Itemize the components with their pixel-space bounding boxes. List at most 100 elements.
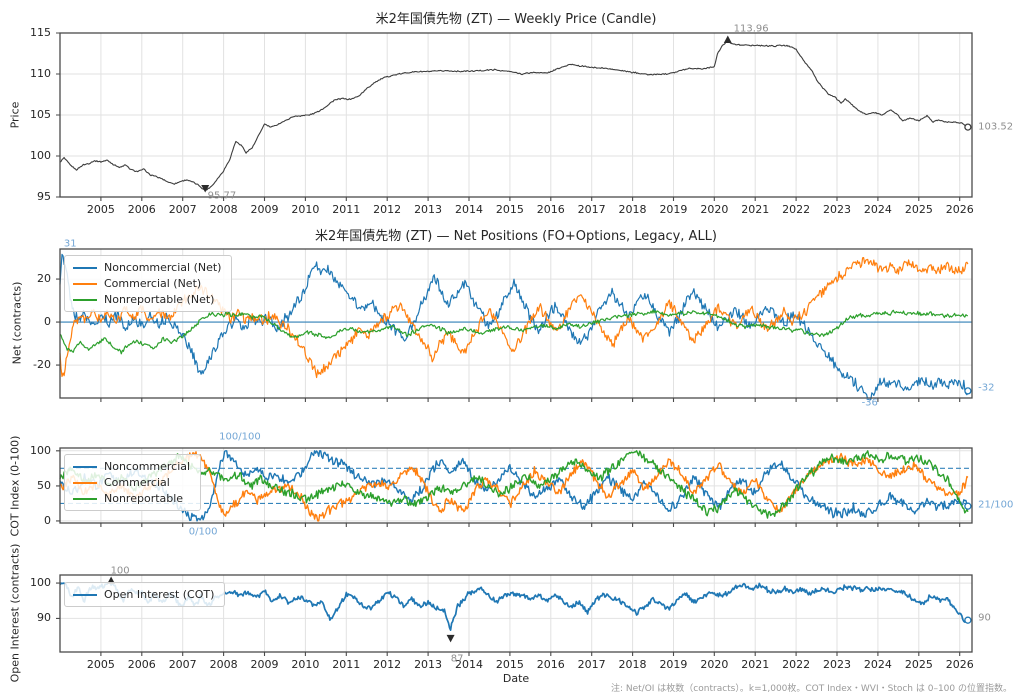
x-tick-label: 2010 bbox=[291, 203, 320, 216]
tick-marks bbox=[56, 32, 961, 201]
oi-annotation-100: 100 bbox=[110, 565, 130, 577]
x-tick-label: 2010 bbox=[291, 658, 320, 671]
x-tick-label: 2022 bbox=[782, 203, 811, 216]
net-last-value-marker bbox=[964, 387, 972, 395]
cot-legend: Noncommercial Commercial Nonreportable bbox=[64, 454, 202, 511]
cot-axes-border bbox=[59, 447, 973, 524]
net-annotation-32: -32 bbox=[978, 382, 995, 394]
x-tick-label: 2011 bbox=[332, 658, 361, 671]
x-tick-label: 2006 bbox=[127, 658, 156, 671]
legend-line-swatch bbox=[73, 266, 97, 269]
x-tick-label: 2009 bbox=[250, 658, 279, 671]
y-tick-label: 100 bbox=[30, 443, 51, 457]
x-tick-label: 2022 bbox=[782, 658, 811, 671]
legend-line-swatch bbox=[73, 465, 97, 468]
x-tick-label: 2008 bbox=[209, 658, 238, 671]
legend-line-swatch bbox=[73, 298, 97, 301]
oi-last-value-marker bbox=[964, 616, 972, 624]
y-tick-label: 100 bbox=[30, 149, 51, 162]
legend-item-nonreportable: Nonreportable bbox=[73, 492, 190, 505]
y-tick-label: 0 bbox=[44, 315, 51, 329]
legend-item-commercial-net: Commercial (Net) bbox=[73, 277, 221, 290]
x-tick-label: 2014 bbox=[454, 203, 483, 216]
tick-marks bbox=[56, 582, 961, 656]
tick-marks bbox=[56, 450, 961, 527]
x-tick-label: 2016 bbox=[536, 658, 565, 671]
net-legend: Noncommercial (Net) Commercial (Net) Nonre… bbox=[64, 255, 233, 312]
oi-annotation-87: 87 bbox=[450, 653, 464, 665]
x-tick-label: 2019 bbox=[659, 203, 688, 216]
legend-item-label: Open Interest (COT) bbox=[104, 588, 215, 601]
cot-annotation-21-100: 21/100 bbox=[978, 499, 1014, 511]
x-tick-label: 2012 bbox=[373, 658, 402, 671]
x-tick-label: 2017 bbox=[577, 203, 606, 216]
net-series-nonreportable-net bbox=[59, 309, 968, 355]
legend-item-noncommercial: Noncommercial bbox=[73, 460, 190, 473]
legend-item-label: Noncommercial bbox=[104, 460, 191, 473]
footnote: 注: Net/OI は枚数（contracts）。k=1,000枚。COT In… bbox=[610, 684, 1012, 694]
x-tick-label: 2019 bbox=[659, 658, 688, 671]
x-tick-label: 2015 bbox=[495, 203, 524, 216]
x-tick-label: 2007 bbox=[168, 658, 197, 671]
y-tick-label: -20 bbox=[33, 358, 51, 372]
y-tick-label: 110 bbox=[30, 67, 51, 80]
x-tick-label: 2005 bbox=[86, 203, 115, 216]
x-tick-label: 2025 bbox=[904, 658, 933, 671]
x-tick-label: 2024 bbox=[863, 658, 892, 671]
x-tick-label: 2020 bbox=[700, 658, 729, 671]
x-tick-label: 2012 bbox=[373, 203, 402, 216]
x-tick-label: 2016 bbox=[536, 203, 565, 216]
y-tick-label: 20 bbox=[37, 272, 51, 286]
x-tick-label: 2023 bbox=[823, 658, 852, 671]
grid-lines bbox=[60, 32, 972, 198]
x-tick-label: 2018 bbox=[618, 203, 647, 216]
x-tick-label: 2026 bbox=[945, 203, 974, 216]
x-tick-label: 2013 bbox=[414, 203, 443, 216]
legend-item-open-interest-cot: Open Interest (COT) bbox=[73, 588, 214, 601]
date-axis-label: Date bbox=[502, 672, 530, 685]
legend-item-label: Nonreportable (Net) bbox=[104, 293, 215, 306]
y-tick-label: 0 bbox=[44, 513, 51, 527]
x-tick-label: 2018 bbox=[618, 658, 647, 671]
x-tick-label: 2015 bbox=[495, 658, 524, 671]
cot-annotation-100-100: 100/100 bbox=[219, 431, 261, 443]
x-tick-label: 2020 bbox=[700, 203, 729, 216]
x-tick-label: 2007 bbox=[168, 203, 197, 216]
price-chart-title: 米2年国債先物 (ZT) — Weekly Price (Candle) bbox=[375, 12, 657, 27]
net-chart-title: 米2年国債先物 (ZT) — Net Positions (FO+Options… bbox=[314, 229, 718, 244]
x-tick-label: 2024 bbox=[863, 203, 892, 216]
legend-item-label: Commercial (Net) bbox=[104, 277, 202, 290]
x-tick-label: 2023 bbox=[823, 203, 852, 216]
net-axes-border bbox=[59, 248, 973, 399]
x-tick-label: 2005 bbox=[86, 658, 115, 671]
x-tick-label: 2025 bbox=[904, 203, 933, 216]
price-triangle-down-marker bbox=[201, 185, 210, 193]
cot-last-value-marker bbox=[964, 502, 972, 510]
y-tick-label: 90 bbox=[37, 611, 51, 625]
y-tick-label: 95 bbox=[37, 190, 51, 203]
legend-line-swatch bbox=[73, 481, 97, 484]
legend-line-swatch bbox=[73, 497, 97, 500]
net-series-noncommercial-net bbox=[59, 253, 969, 401]
oi-triangle-down-marker bbox=[446, 634, 455, 643]
price-annotation-103-52: 103.52 bbox=[978, 121, 1014, 133]
x-tick-label: 2026 bbox=[945, 658, 974, 671]
oi-axes-border bbox=[59, 574, 973, 653]
legend-item-label: Nonreportable bbox=[104, 492, 184, 505]
price-triangle-up-marker bbox=[723, 35, 732, 43]
net-annotation-31: 31 bbox=[63, 238, 77, 250]
legend-line-swatch bbox=[73, 593, 97, 596]
x-tick-label: 2017 bbox=[577, 658, 606, 671]
price-annotation-113-96: 113.96 bbox=[733, 23, 769, 35]
x-tick-label: 2021 bbox=[741, 203, 770, 216]
legend-item-commercial: Commercial bbox=[73, 476, 190, 489]
price-series-price bbox=[59, 41, 969, 192]
legend-item-label: Commercial bbox=[104, 476, 170, 489]
legend-item-label: Noncommercial (Net) bbox=[104, 261, 222, 274]
x-tick-label: 2011 bbox=[332, 203, 361, 216]
legend-line-swatch bbox=[73, 282, 97, 285]
cot-series-nonreportable bbox=[59, 450, 969, 519]
legend-item-nonreportable-net: Nonreportable (Net) bbox=[73, 293, 221, 306]
y-tick-label: 105 bbox=[30, 108, 51, 121]
